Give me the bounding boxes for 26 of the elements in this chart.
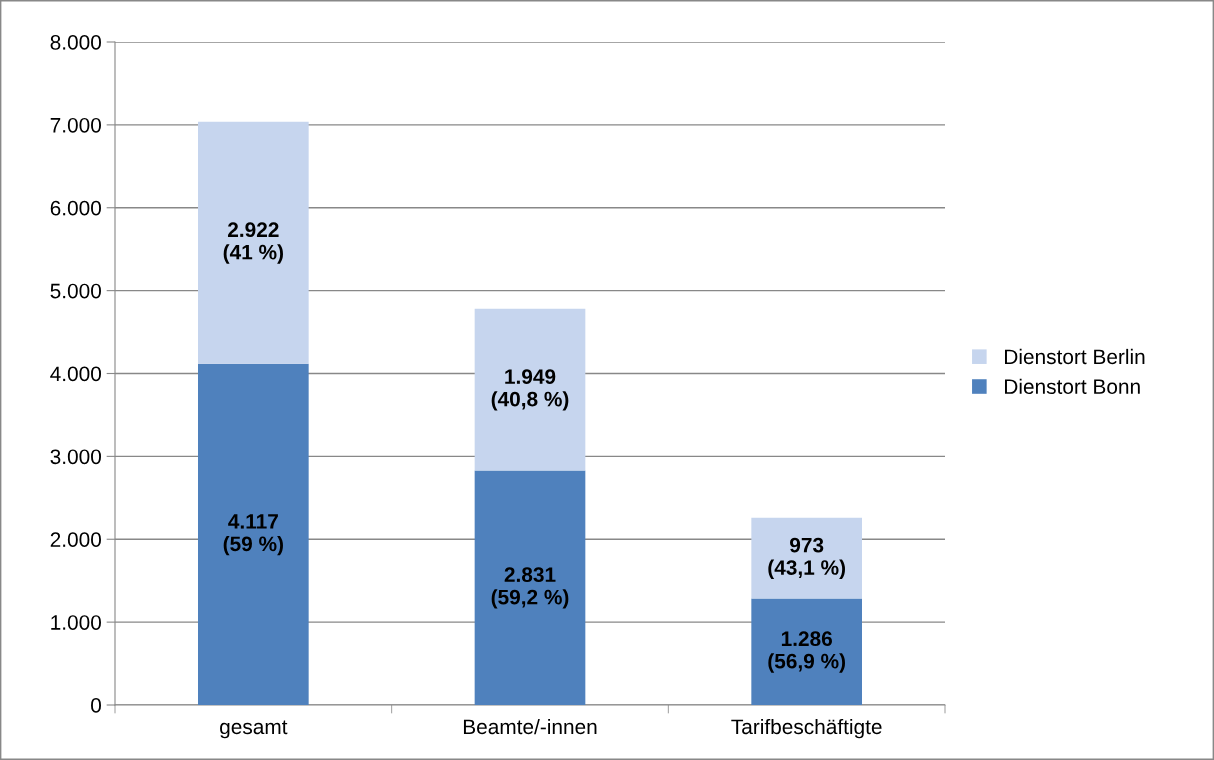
- legend-label: Dienstort Berlin: [1005, 348, 1145, 365]
- data-label: 2.922 (41 %): [223, 222, 283, 264]
- y-tick-label: 8.000: [50, 35, 101, 50]
- bar: [198, 363, 309, 705]
- y-tick-label: 2.000: [50, 532, 101, 547]
- y-tick-label: 4.000: [50, 366, 101, 382]
- bar: [474, 470, 586, 705]
- y-tick-label: 1.000: [51, 615, 101, 630]
- data-label: 1.949 (40,8 %): [491, 369, 569, 411]
- y-tick-label: 7.000: [50, 117, 101, 133]
- x-tick-label: Tarifbeschäftigte: [731, 718, 882, 739]
- y-tick-label: 5.000: [50, 283, 101, 299]
- bar: [751, 598, 862, 705]
- data-label: 4.117 (59 %): [223, 514, 283, 556]
- y-tick-label: 6.000: [50, 200, 101, 216]
- x-tick-label: Beamte/-innen: [463, 718, 597, 735]
- bar: [751, 517, 862, 599]
- data-label: 2.831 (59,2 %): [491, 567, 569, 609]
- data-label: 973 (43,1 %): [768, 537, 845, 580]
- data-label: 1.286 (56,9 %): [768, 631, 845, 673]
- y-tick-label: 0: [91, 698, 101, 713]
- bar: [474, 308, 586, 471]
- x-tick-label: gesamt: [220, 720, 288, 739]
- legend-label: Dienstort Bonn: [1005, 378, 1140, 395]
- bar: [198, 121, 309, 364]
- y-tick-label: 3.000: [50, 449, 101, 465]
